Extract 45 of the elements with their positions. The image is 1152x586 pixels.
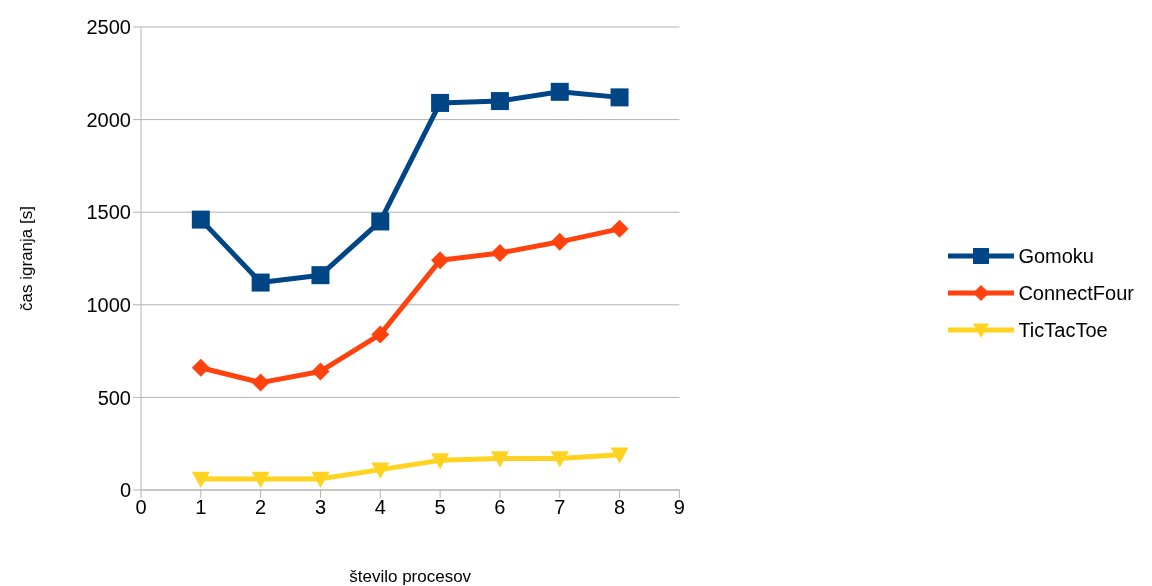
point (311, 471, 330, 488)
point (191, 210, 210, 229)
x-tick-label: 1 (195, 496, 207, 519)
y-tick-label: 500 (97, 386, 131, 409)
point (610, 447, 629, 464)
x-tick-label: 2 (255, 496, 267, 519)
x-tick-label: 4 (374, 496, 386, 519)
point (490, 92, 509, 111)
point (431, 93, 450, 112)
y-tick-label: 1500 (86, 201, 131, 224)
point (431, 251, 450, 270)
point (371, 462, 390, 479)
point (371, 212, 390, 231)
point (251, 471, 270, 488)
y-axis-title: čas igranja [s] (16, 206, 36, 311)
point (550, 82, 569, 101)
point (191, 471, 210, 488)
point (191, 358, 210, 377)
y-tick-label: 2500 (86, 16, 131, 39)
x-tick-label: 6 (494, 496, 506, 519)
x-tick-label: 5 (434, 496, 446, 519)
point (371, 325, 390, 344)
point (311, 266, 330, 285)
x-tick-label: 8 (613, 496, 626, 519)
point (251, 273, 270, 292)
x-tick-label: 7 (554, 496, 566, 519)
point (610, 219, 629, 238)
x-tick-label: 3 (314, 496, 327, 519)
point (490, 243, 509, 262)
y-tick-label: 1000 (86, 293, 131, 316)
point (550, 451, 569, 468)
legend-label: TicTacToe (1018, 318, 1108, 342)
y-tick-label: 2000 (86, 108, 131, 131)
y-tick-label: 0 (119, 479, 131, 502)
legend-label: ConnectFour (1018, 281, 1134, 305)
x-tick-label: 9 (673, 496, 685, 519)
point (550, 232, 569, 251)
point (311, 362, 330, 381)
point (490, 451, 509, 468)
legend-label: Gomoku (1018, 244, 1094, 268)
point (610, 88, 629, 107)
x-axis-title: število procesov (349, 567, 472, 586)
point (431, 453, 450, 470)
point (251, 373, 270, 392)
x-tick-label: 0 (135, 496, 147, 519)
